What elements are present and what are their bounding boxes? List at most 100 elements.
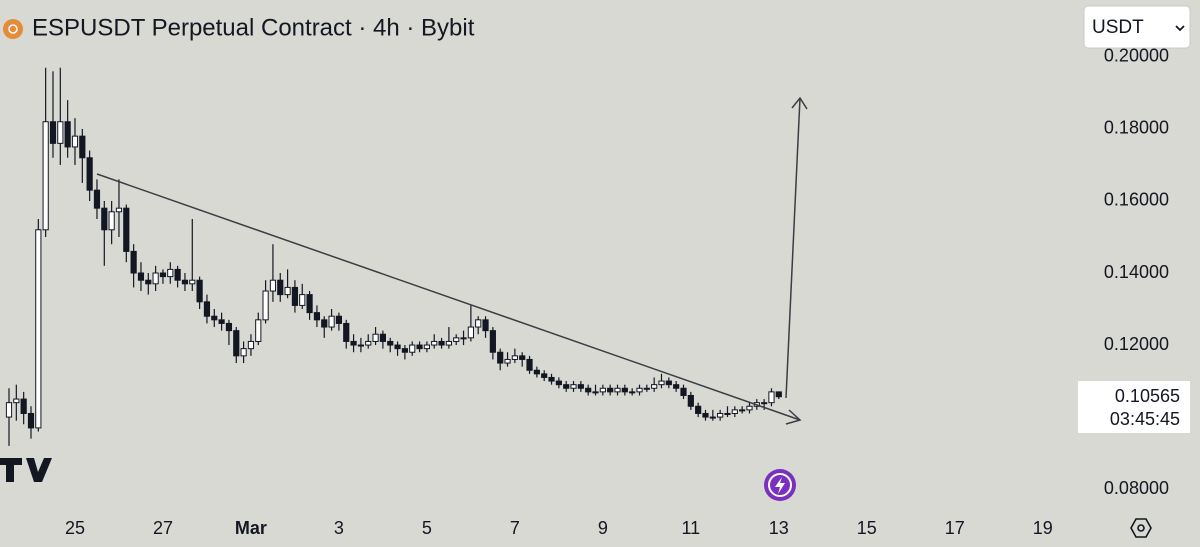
candle-body <box>475 319 482 328</box>
target-arrowhead <box>791 96 808 110</box>
x-tick-label: Mar <box>235 518 267 538</box>
tv-logo <box>0 458 22 482</box>
candle-body <box>445 340 452 346</box>
candle-body <box>167 268 174 278</box>
x-tick-label: 19 <box>1033 518 1053 538</box>
candle-body <box>533 369 540 375</box>
candle-body <box>739 409 746 412</box>
candle-body <box>64 121 71 148</box>
flash-icon-ring <box>768 473 792 497</box>
candle-body <box>768 391 775 404</box>
candle-body <box>284 286 291 296</box>
candle-body <box>775 391 782 398</box>
candle-body <box>159 272 167 278</box>
candle-body <box>152 272 159 285</box>
candle-body <box>717 412 724 418</box>
candle-body <box>453 337 460 342</box>
candle-body <box>189 279 196 285</box>
candle-body <box>621 387 628 393</box>
dropdown-chevron <box>1175 25 1185 32</box>
y-tick-label: 0.08000 <box>1104 478 1169 498</box>
candle-body <box>71 135 79 148</box>
candle-body <box>746 405 753 411</box>
candle-body <box>35 229 42 429</box>
candle-body <box>27 412 35 429</box>
candle-body <box>115 207 123 213</box>
candle-body <box>489 330 496 353</box>
currency-label: USDT <box>1092 17 1144 38</box>
candle-body <box>262 290 269 321</box>
candle-body <box>211 315 218 321</box>
candle-body <box>467 326 474 339</box>
candle-body <box>335 315 343 324</box>
candle-body <box>438 340 445 346</box>
exchange-logo-mark <box>8 24 18 34</box>
x-tick-label: 27 <box>153 518 173 538</box>
candle-body <box>673 384 680 389</box>
x-tick-label: 9 <box>598 518 608 538</box>
candle-body <box>555 380 562 386</box>
candle-body <box>702 412 709 418</box>
candle-body <box>541 373 548 378</box>
candle-body <box>247 340 255 350</box>
candle-body <box>123 207 130 252</box>
candle-body <box>409 344 416 353</box>
last-price: 0.10565 <box>1115 386 1180 406</box>
candle-body <box>761 402 768 405</box>
candle-body <box>93 189 101 209</box>
candle-body <box>79 135 86 159</box>
candle-body <box>607 387 614 393</box>
candle-body <box>636 387 643 393</box>
x-tick-label: 5 <box>422 518 432 538</box>
candle-body <box>614 387 621 393</box>
candle-body <box>687 394 694 407</box>
candle-body <box>511 355 518 360</box>
y-tick-label: 0.12000 <box>1104 334 1169 354</box>
candle-body <box>365 340 372 346</box>
settings-icon[interactable] <box>1130 518 1152 538</box>
candle-body <box>387 340 394 346</box>
x-tick-label: 25 <box>65 518 85 538</box>
candle-body <box>724 412 731 415</box>
candle-body <box>233 330 240 357</box>
candle-body <box>321 319 328 328</box>
y-tick-label: 0.20000 <box>1104 46 1169 66</box>
x-tick-label: 11 <box>681 518 700 538</box>
candle-body <box>299 294 306 306</box>
x-tick-label: 17 <box>945 518 965 538</box>
candle-body <box>585 387 592 393</box>
candle-body <box>343 322 350 342</box>
candle-body <box>460 337 467 340</box>
candle-body <box>306 294 313 314</box>
header-bg <box>0 0 1075 52</box>
candle-body <box>504 358 511 364</box>
candle-body <box>680 387 687 396</box>
candle-body <box>643 387 650 390</box>
candle-body <box>570 384 577 389</box>
y-tick-label: 0.14000 <box>1104 262 1169 282</box>
price-box <box>1078 381 1190 433</box>
candle-body <box>416 344 423 350</box>
chart-title: ESPUSDT Perpetual Contract · 4h · Bybit <box>32 14 475 41</box>
y-tick-label: 0.16000 <box>1104 190 1169 210</box>
currency-select[interactable] <box>1083 5 1191 49</box>
candle-body <box>145 279 152 285</box>
candle-body <box>592 391 599 394</box>
candle-body <box>203 301 211 317</box>
y-tick-label: 0.18000 <box>1104 118 1169 138</box>
candle-body <box>181 279 189 285</box>
plot-area <box>5 67 782 446</box>
candle-body <box>350 340 357 346</box>
candle-body <box>101 207 108 231</box>
candle-body <box>196 279 203 303</box>
candle-body <box>394 344 401 350</box>
candle-body <box>277 279 284 296</box>
x-tick-label: 15 <box>857 518 877 538</box>
candle-body <box>218 319 225 324</box>
settings-icon-center <box>1137 524 1145 532</box>
x-tick-label: 3 <box>334 518 344 538</box>
x-tick-label: 7 <box>510 518 520 538</box>
